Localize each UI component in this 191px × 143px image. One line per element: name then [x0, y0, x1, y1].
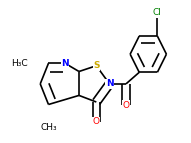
Text: H₃C: H₃C — [11, 59, 28, 68]
Text: N: N — [61, 59, 69, 68]
Text: N: N — [106, 79, 113, 88]
Text: Cl: Cl — [153, 8, 162, 17]
Text: O: O — [122, 101, 129, 110]
Text: S: S — [93, 61, 100, 70]
Text: CH₃: CH₃ — [40, 123, 57, 132]
Text: O: O — [93, 117, 100, 126]
